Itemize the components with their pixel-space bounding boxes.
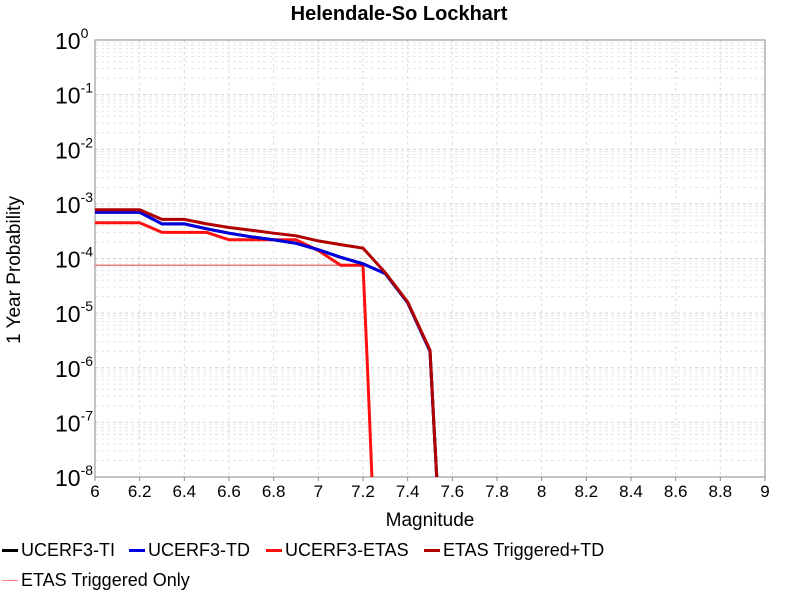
legend-item: ETAS Triggered+TD (424, 540, 604, 561)
y-tick-label: 10-5 (55, 298, 93, 327)
x-axis-ticks: 6 6.2 6.4 6.6 6.8 7 7.2 7.4 7.6 7.8 8 8.2 8.4 8.6 8.8 9 (90, 477, 770, 501)
y-tick-label: 10-4 (55, 244, 93, 273)
series-lines (95, 208, 439, 478)
y-axis-ticks: 100 10-1 10-2 10-3 10-4 10-5 10-6 10-7 10-8 (55, 25, 93, 491)
y-tick-label: 10-2 (55, 134, 93, 163)
y-tick-label: 10-6 (55, 353, 93, 382)
x-tick-label: 7.6 (441, 482, 465, 501)
x-axis-label: Magnitude (386, 510, 475, 531)
x-tick-label: 8 (537, 482, 546, 501)
x-tick-label: 7 (314, 482, 323, 501)
x-tick-label: 8.6 (664, 482, 688, 501)
x-tick-label: 6.4 (173, 482, 197, 501)
x-tick-label: 8.2 (575, 482, 599, 501)
x-tick-label: 7.4 (396, 482, 420, 501)
legend-label: ETAS Triggered Only (21, 570, 190, 590)
legend-label: UCERF3-TI (21, 540, 115, 560)
legend-swatch (2, 549, 18, 552)
legend-item: ETAS Triggered Only (2, 570, 190, 591)
legend-item: UCERF3-ETAS (266, 540, 409, 561)
legend-swatch (2, 579, 18, 582)
chart-title: Helendale-So Lockhart (291, 3, 508, 25)
series-line-etas-triggered-td (95, 208, 439, 478)
series-line-ucerf3-ti (95, 210, 439, 478)
legend-label: UCERF3-ETAS (285, 540, 409, 560)
grid-lines (94, 40, 766, 478)
x-tick-label: 6.6 (217, 482, 241, 501)
legend-swatch (424, 549, 440, 552)
x-tick-label: 6 (90, 482, 99, 501)
legend-item: UCERF3-TI (2, 540, 115, 561)
legend-swatch (266, 549, 282, 552)
legend-label: ETAS Triggered+TD (443, 540, 605, 560)
x-tick-label: 6.8 (262, 482, 286, 501)
y-tick-label: 10-1 (55, 80, 93, 109)
y-tick-label: 10-7 (55, 407, 93, 436)
y-tick-label: 100 (55, 25, 89, 54)
x-tick-label: 8.8 (709, 482, 733, 501)
legend-item: UCERF3-TD (129, 540, 250, 561)
x-tick-label: 8.4 (619, 482, 643, 501)
x-tick-label: 9 (760, 482, 769, 501)
x-tick-label: 7.2 (351, 482, 375, 501)
legend-swatch (129, 549, 145, 552)
y-tick-label: 10-3 (55, 189, 93, 218)
y-tick-label: 10-8 (55, 462, 93, 491)
y-axis-label: 1 Year Probability (4, 196, 25, 344)
legend-label: UCERF3-TD (148, 540, 250, 560)
x-tick-label: 7.8 (485, 482, 509, 501)
x-tick-label: 6.2 (128, 482, 152, 501)
series-line-ucerf3-td (95, 210, 439, 478)
plot-frame (94, 39, 766, 478)
